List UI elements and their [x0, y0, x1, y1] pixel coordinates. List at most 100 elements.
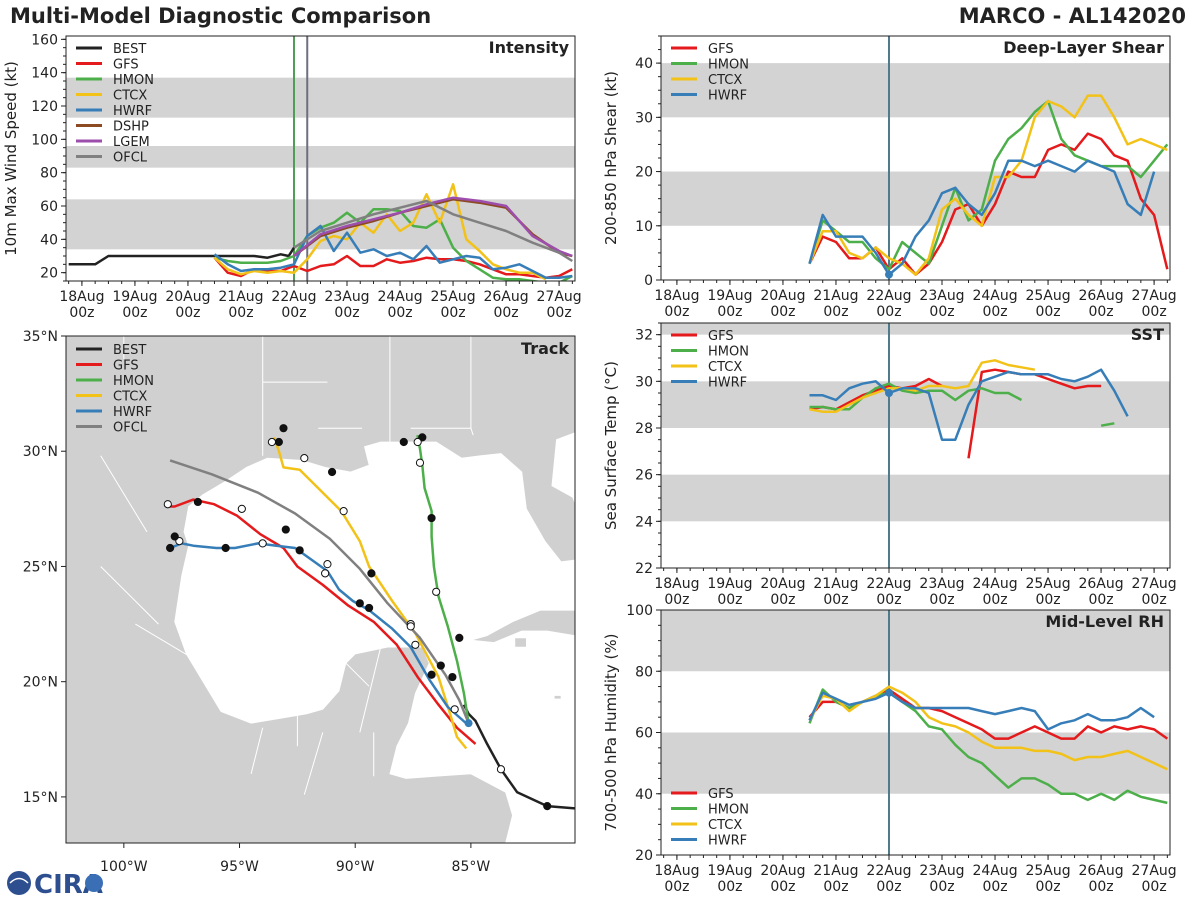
shear-xtick-label-day: 23Aug [919, 288, 964, 304]
shear-xtick-label-day: 24Aug [972, 288, 1017, 304]
sst-panel: 22242628303218Aug00z19Aug00z20Aug00z21Au… [602, 322, 1177, 608]
intensity-xtick-label-day: 25Aug [430, 289, 475, 305]
track-map-area [66, 336, 575, 843]
track-marker-hwrf [170, 532, 179, 541]
shear-xtick-label-hour: 00z [929, 304, 954, 320]
sst-analysis-point [884, 389, 893, 397]
shear-xtick-label-day: 22Aug [866, 288, 911, 304]
track-marker-hwrf [221, 543, 230, 553]
track-marker-ctcx [327, 467, 337, 477]
intensity-xtick-label-hour: 00z [175, 305, 200, 321]
track-series-hwrf [169, 542, 470, 727]
rh-legend-label-hmon: HMON [708, 803, 749, 818]
intensity-legend-label-ctcx: CTCX [113, 89, 147, 104]
logo-arc [9, 877, 29, 884]
sst-series-hwrf [809, 368, 1129, 441]
track-marker-hwrf [436, 661, 445, 670]
sst-plot-area [661, 323, 1170, 568]
map-border-10 [100, 566, 159, 625]
rh-xtick-label-hour: 00z [929, 879, 954, 895]
sst-xtick-label-day: 18Aug [654, 576, 699, 592]
intensity-ytick-label: 120 [31, 99, 58, 115]
shear-legend-label-ctcx: CTCX [708, 73, 742, 88]
sst-xtick-label-hour: 00z [876, 592, 901, 608]
rh-xtick-label-hour: 00z [717, 879, 742, 895]
sst-xtick-label-hour: 00z [982, 592, 1007, 608]
track-ytick-label: 15°N [23, 790, 58, 806]
sst-ytick-label: 22 [635, 561, 653, 577]
sst-xtick-label-hour: 00z [770, 592, 795, 608]
track-xtick-label: 90°W [336, 859, 375, 875]
intensity-title: Intensity [489, 38, 570, 57]
intensity-ytick-label: 160 [31, 32, 58, 48]
intensity-xtick-label-day: 26Aug [483, 289, 528, 305]
shear-title: Deep-Layer Shear [1003, 38, 1164, 57]
rh-xtick-label-hour: 00z [876, 879, 901, 895]
shear-band-0 [661, 171, 1170, 226]
shear-panel: 01020304018Aug00z19Aug00z20Aug00z21Aug00… [602, 35, 1177, 320]
intensity-ytick-label: 140 [31, 66, 58, 82]
sst-legend-label-ctcx: CTCX [708, 360, 742, 375]
intensity-series-hwrf [213, 224, 573, 279]
intensity-ytick-label: 40 [40, 232, 58, 248]
logo-globe [7, 871, 31, 895]
shear-band-1 [661, 63, 1170, 118]
track-marker-ctcx [450, 705, 459, 714]
track-series-hmon [416, 435, 470, 724]
rh-xtick-label-hour: 00z [1088, 879, 1113, 895]
track-ytick-label: 25°N [23, 559, 58, 575]
track-marker-gfs [411, 640, 420, 649]
rh-band-0 [661, 732, 1170, 794]
track-marker-hmon [415, 458, 425, 467]
shear-ytick-label: 40 [635, 56, 653, 72]
sst-ytick-label: 28 [635, 421, 653, 437]
intensity-xtick-label-hour: 00z [281, 305, 306, 321]
sst-xtick-label-day: 24Aug [972, 576, 1017, 592]
intensity-xtick-label-hour: 00z [228, 305, 253, 321]
map-border-13 [303, 732, 324, 795]
track-marker-hmon [427, 513, 436, 523]
rh-xtick-label-day: 23Aug [919, 863, 964, 879]
rh-xtick-label-day: 27Aug [1132, 863, 1177, 879]
track-marker-gfs [281, 525, 290, 534]
sst-xtick-label-hour: 00z [823, 592, 848, 608]
track-marker-gfs [163, 500, 172, 509]
track-marker-best [496, 765, 506, 774]
intensity-legend-label-ofcl: OFCL [113, 151, 148, 166]
rh-analysis-point [884, 688, 893, 697]
sst-xtick-label-day: 23Aug [919, 576, 964, 592]
map-border-11 [135, 623, 194, 660]
rh-xtick-label-day: 19Aug [707, 863, 752, 879]
sst-band-0 [661, 474, 1170, 522]
rh-xtick-label-day: 22Aug [866, 863, 911, 879]
sst-xtick-label-day: 21Aug [813, 576, 858, 592]
track-ytick-label: 35°N [23, 329, 58, 345]
shear-xtick-label-hour: 00z [823, 304, 848, 320]
intensity-xtick-label-day: 18Aug [59, 289, 104, 305]
intensity-ytick-label: 80 [40, 166, 58, 182]
track-ytick-label: 30°N [23, 444, 58, 460]
sst-xtick-label-hour: 00z [1035, 592, 1060, 608]
rh-xtick-label-hour: 00z [1035, 879, 1060, 895]
track-marker-ctcx [274, 437, 283, 447]
track-legend-label-ofcl: OFCL [113, 421, 148, 436]
shear-series-ctcx [808, 94, 1168, 276]
rh-xtick-label-day: 18Aug [654, 863, 699, 879]
shear-xtick-label-day: 19Aug [707, 288, 752, 304]
sst-xtick-label-day: 25Aug [1025, 576, 1070, 592]
track-title: Track [521, 339, 569, 358]
rh-ytick-label: 40 [635, 787, 653, 803]
shear-xtick-label-hour: 00z [982, 304, 1007, 320]
sst-ytick-label: 24 [635, 514, 653, 530]
track-marker-ctcx [300, 454, 309, 463]
rh-ytick-label: 20 [635, 848, 653, 864]
rh-ytick-label: 80 [635, 664, 653, 680]
map-border-12 [250, 727, 264, 775]
track-marker-hwrf [321, 569, 330, 578]
rh-plot-area [661, 610, 1170, 855]
rh-legend-label-gfs: GFS [708, 787, 734, 802]
sst-xtick-label-day: 19Aug [707, 576, 752, 592]
shear-xtick-label-hour: 00z [1035, 304, 1060, 320]
shear-plot-area [661, 36, 1170, 280]
track-marker-gfs [237, 504, 246, 513]
